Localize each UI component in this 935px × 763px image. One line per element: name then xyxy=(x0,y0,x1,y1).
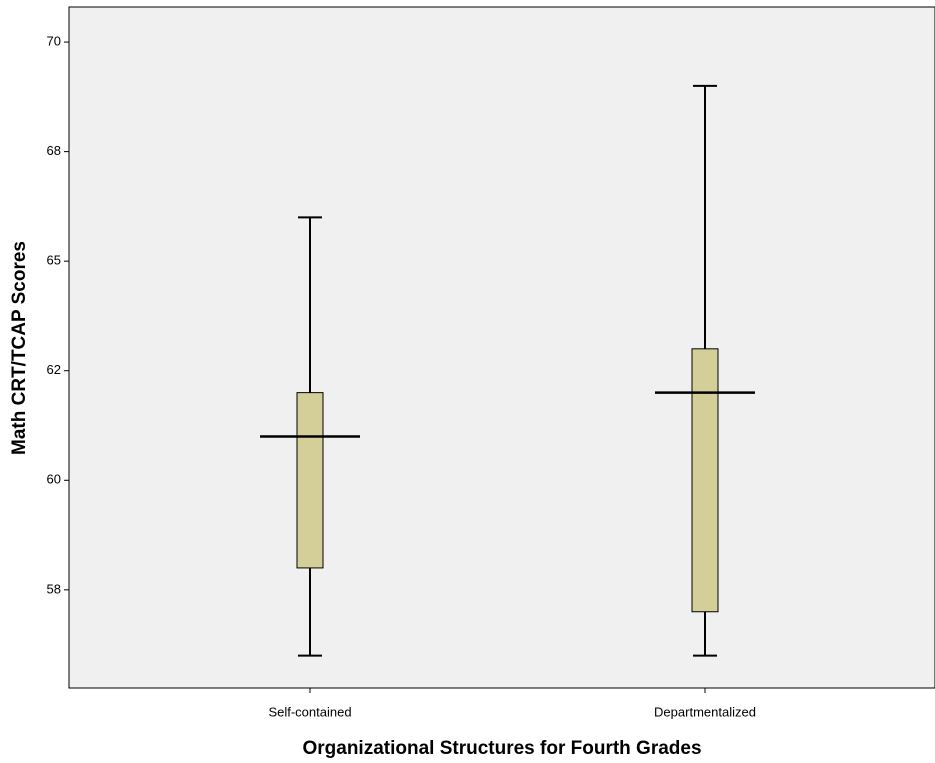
x-tick-label: Self-contained xyxy=(268,704,351,719)
y-tick-label: 60 xyxy=(47,472,61,487)
y-tick-label: 62 xyxy=(47,362,61,377)
y-tick-label: 58 xyxy=(47,581,61,596)
y-tick-label: 70 xyxy=(47,33,61,48)
y-axis-title: Math CRT/TCAP Scores xyxy=(9,241,30,455)
y-tick-label: 68 xyxy=(47,143,61,158)
box xyxy=(691,348,719,613)
x-axis-title: Organizational Structures for Fourth Gra… xyxy=(302,738,701,759)
x-tick-label: Departmentalized xyxy=(654,704,756,719)
y-tick-label: 65 xyxy=(47,253,61,268)
box xyxy=(296,392,324,569)
plot-area xyxy=(68,6,935,689)
